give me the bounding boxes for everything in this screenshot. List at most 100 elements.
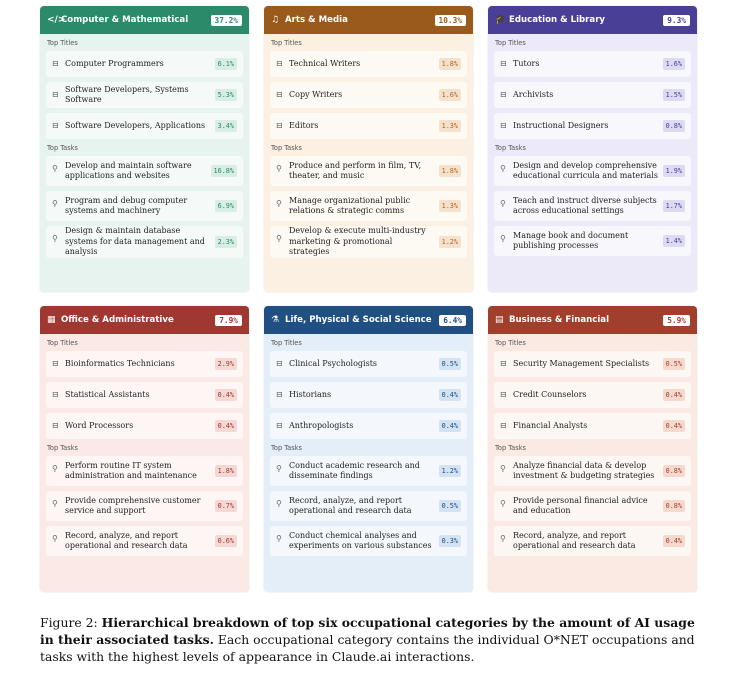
briefcase-icon: ⊟ [500,58,507,68]
usage-percent: 1.8% [438,57,461,71]
task-text: Design and develop comprehensive educati… [513,160,658,181]
usage-percent: 1.3% [438,199,461,213]
briefcase-icon: ⊟ [276,420,283,430]
task-text: Provide personal financial advice and ed… [513,495,648,516]
title-text: Computer Programmers [65,58,164,68]
title-text: Editors [289,120,319,130]
task-text: Record, analyze, and report operational … [65,530,188,551]
wrench-icon: ⚲ [276,464,282,473]
usage-percent: 0.4% [662,534,685,548]
caption-bold: Hierarchical breakdown of top six occupa… [40,615,695,647]
top-tasks-label: Top Tasks [271,444,302,452]
task-row: ⚲ Provide comprehensive customer service … [46,491,243,521]
title-row: ⊟ Technical Writers 1.8% [270,51,467,77]
briefcase-icon: ⊟ [52,120,59,130]
title-text: Statistical Assistants [65,389,150,399]
flask-icon: ⚗ [271,315,280,325]
usage-percent: 0.4% [214,388,237,402]
category-body: Top Titles ⊟ Computer Programmers 6.1% ⊟ Soft… [40,34,249,258]
top-tasks-label: Top Tasks [47,444,78,452]
wrench-icon: ⚲ [52,499,58,508]
task-row: ⚲ Manage organizational public relations … [270,191,467,221]
category-name: Computer & Mathematical [61,15,189,25]
task-row: ⚲ Record, analyze, and report operational… [270,491,467,521]
task-row: ⚲ Program and debug computer systems and … [46,191,243,221]
category-percent-badge: 7.9% [215,314,242,326]
usage-percent: 0.7% [214,499,237,513]
title-text: Credit Counselors [513,389,587,399]
title-text: Instructional Designers [513,120,609,130]
title-text: Financial Analysts [513,420,588,430]
category-name: Office & Administrative [61,315,174,325]
task-row: ⚲ Design and develop comprehensive educat… [494,156,691,186]
title-row: ⊟ Anthropologists 0.4% [270,413,467,439]
category-header: ♫ Arts & Media 10.3% [264,6,473,34]
category-card: ♫ Arts & Media 10.3% Top Titles ⊟ Technical W… [264,6,473,292]
top-titles-label: Top Titles [495,339,526,347]
task-text: Produce and perform in film, TV, theater… [289,160,422,181]
task-row: ⚲ Produce and perform in film, TV, theate… [270,156,467,186]
music-note-icon: ♫ [271,15,280,25]
wrench-icon: ⚲ [52,164,58,173]
title-row: ⊟ Tutors 1.6% [494,51,691,77]
category-name: Arts & Media [285,15,348,25]
title-row: ⊟ Computer Programmers 6.1% [46,51,243,77]
task-row: ⚲ Develop and maintain software applicati… [46,156,243,186]
top-tasks-label: Top Tasks [495,444,526,452]
category-grid: </> Computer & Mathematical 37.2% Top Title… [40,6,697,592]
category-body: Top Titles ⊟ Technical Writers 1.8% ⊟ Copy Wr… [264,34,473,258]
title-row: ⊟ Archivists 1.5% [494,82,691,108]
top-tasks-label: Top Tasks [47,144,78,152]
briefcase-icon: ⊟ [52,389,59,399]
top-titles-label: Top Titles [271,39,302,47]
task-text: Conduct chemical analyses and experiment… [289,530,432,551]
title-row: ⊟ Financial Analysts 0.4% [494,413,691,439]
category-card: ▦ Office & Administrative 7.9% Top Titles ⊟ B… [40,306,249,592]
usage-percent: 0.4% [662,419,685,433]
briefcase-icon: ⊟ [52,89,59,99]
title-text: Word Processors [65,420,134,430]
task-row: ⚲ Develop & execute multi-industry market… [270,226,467,258]
top-titles-label: Top Titles [47,39,78,47]
wrench-icon: ⚲ [52,534,58,543]
task-row: ⚲ Record, analyze, and report operational… [494,526,691,556]
task-row: ⚲ Teach and instruct diverse subjects acr… [494,191,691,221]
wrench-icon: ⚲ [276,199,282,208]
category-card: ▤ Business & Financial 5.9% Top Titles ⊟ Secu… [488,306,697,592]
usage-percent: 0.5% [438,357,461,371]
wrench-icon: ⚲ [500,534,506,543]
task-row: ⚲ Design & maintain database systems for … [46,226,243,258]
briefcase-icon: ⊟ [276,389,283,399]
briefcase-icon: ⊟ [500,358,507,368]
title-text: Clinical Psychologists [289,358,378,368]
task-text: Program and debug computer systems and m… [65,195,188,216]
usage-percent: 1.5% [662,88,685,102]
task-row: ⚲ Conduct chemical analyses and experimen… [270,526,467,556]
category-header: ▦ Office & Administrative 7.9% [40,306,249,334]
category-card: 🎓 Education & Library 9.3% Top Titles ⊟ Tutor… [488,6,697,292]
usage-percent: 1.8% [214,464,237,478]
title-row: ⊟ Word Processors 0.4% [46,413,243,439]
category-percent-badge: 9.3% [663,14,690,26]
task-text: Provide comprehensive customer service a… [65,495,201,516]
usage-percent: 0.5% [662,357,685,371]
briefcase-icon: ⊟ [500,120,507,130]
usage-percent: 0.6% [214,534,237,548]
task-text: Perform routine IT system administration… [65,460,197,481]
category-body: Top Titles ⊟ Bioinformatics Technicians 2.9… [40,334,249,556]
category-percent-badge: 6.4% [439,314,466,326]
task-text: Design & maintain database systems for d… [65,226,205,256]
figure-caption: Figure 2: Hierarchical breakdown of top … [40,614,700,665]
title-row: ⊟ Software Developers, Applications 3.4% [46,113,243,139]
title-row: ⊟ Historians 0.4% [270,382,467,408]
briefcase-icon: ⊟ [52,58,59,68]
task-text: Teach and instruct diverse subjects acro… [513,195,657,216]
title-text: Tutors [513,58,540,68]
briefcase-icon: ⊟ [276,89,283,99]
wrench-icon: ⚲ [52,464,58,473]
wrench-icon: ⚲ [276,499,282,508]
category-card: </> Computer & Mathematical 37.2% Top Title… [40,6,249,292]
usage-percent: 16.8% [210,164,237,178]
task-row: ⚲ Conduct academic research and dissemina… [270,456,467,486]
briefcase-icon: ⊟ [500,389,507,399]
